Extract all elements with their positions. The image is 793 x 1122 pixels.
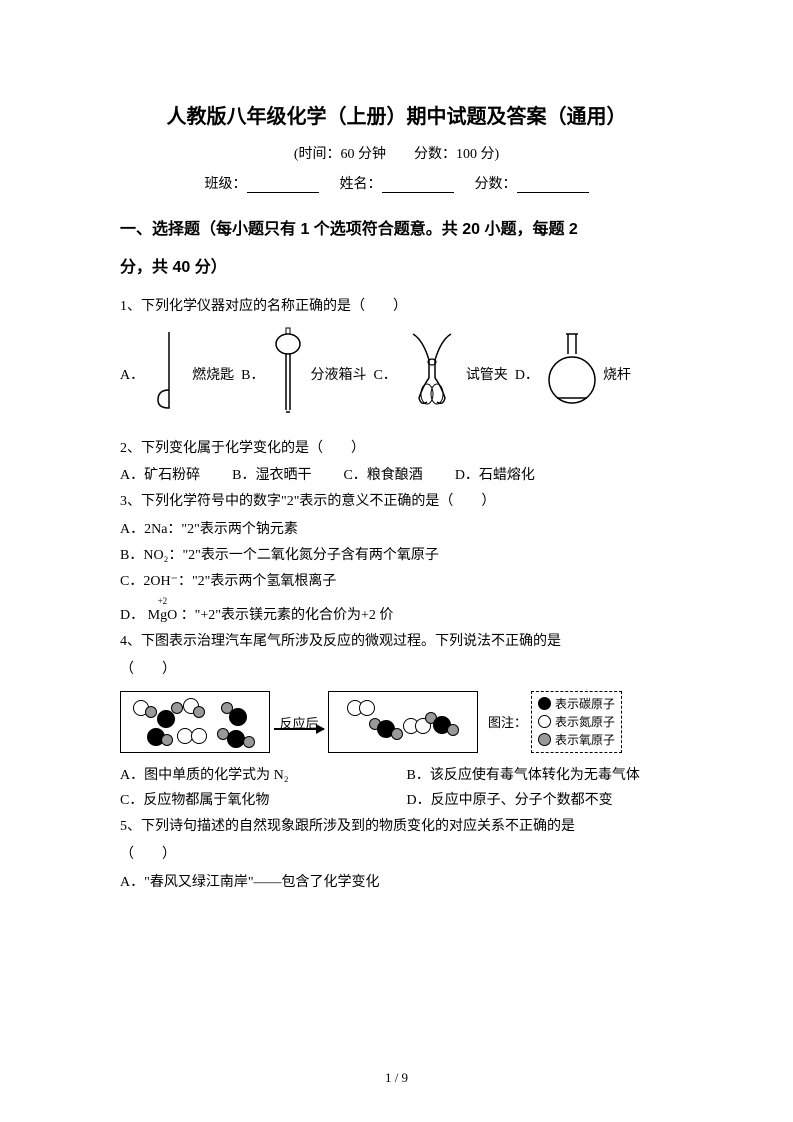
q4-line2: （ ） xyxy=(120,657,673,683)
atom-o xyxy=(391,728,403,740)
class-blank[interactable] xyxy=(247,177,319,193)
q4-opt-d[interactable]: D．反应中原子、分子个数都不变 xyxy=(407,788,674,814)
name-label: 姓名： xyxy=(340,177,382,192)
q1-options: A． 燃烧匙 B． 分液箱斗 C． xyxy=(120,326,673,426)
section-1-header: 一、选择题（每小题只有 1 个选项符合题意。共 20 小题，每题 2 分，共 4… xyxy=(120,211,673,288)
atom-c xyxy=(229,708,247,726)
arrow-line-icon xyxy=(274,728,324,730)
carbon-dot-icon xyxy=(538,697,551,710)
q2-opt-c[interactable]: C．粮食酿酒 xyxy=(343,463,422,489)
q1-text: 1、下列化学仪器对应的名称正确的是（ ） xyxy=(120,294,673,320)
separating-funnel-icon xyxy=(272,326,304,426)
legend-box: 表示碳原子 表示氮原子 表示氧原子 xyxy=(531,691,622,753)
atom-o xyxy=(161,734,173,746)
q3-d-pre: D． xyxy=(120,608,144,623)
legend-carbon: 表示碳原子 xyxy=(538,695,615,713)
q1-opt-b[interactable]: B． 分液箱斗 xyxy=(241,326,366,426)
crucible-tongs-icon xyxy=(405,330,460,422)
page-number: 1 / 9 xyxy=(0,1070,793,1086)
q4-opt-b[interactable]: B．该反应使有毒气体转化为无毒气体 xyxy=(407,763,674,789)
opt-c-label: 试管夹 xyxy=(466,363,508,389)
q2-opt-a[interactable]: A．矿石粉碎 xyxy=(120,463,200,489)
opt-a-letter: A． xyxy=(120,363,144,389)
oxygen-dot-icon xyxy=(538,733,551,746)
atom-o xyxy=(145,706,157,718)
atom-n xyxy=(359,700,375,716)
q3-opt-b[interactable]: B．NO₂："2"表示一个二氧化氮分子含有两个氧原子 xyxy=(120,543,673,569)
combustion-spoon-icon xyxy=(152,330,186,422)
nitrogen-dot-icon xyxy=(538,715,551,728)
q4-opt-a[interactable]: A．图中单质的化学式为 N₂ xyxy=(120,763,387,789)
section-1-line1: 一、选择题（每小题只有 1 个选项符合题意。共 20 小题，每题 2 xyxy=(120,221,578,238)
legend-label: 图注： xyxy=(488,712,527,731)
opt-c-letter: C． xyxy=(373,363,396,389)
q1-opt-a[interactable]: A． 燃烧匙 xyxy=(120,330,234,422)
q4-opt-c[interactable]: C．反应物都属于氧化物 xyxy=(120,788,387,814)
q5-opt-a[interactable]: A．"春风又绿江南岸"——包含了化学变化 xyxy=(120,870,673,896)
name-blank[interactable] xyxy=(382,177,454,193)
q3-d-mgo: MgO xyxy=(148,608,178,623)
section-1-line2: 分，共 40 分） xyxy=(120,259,227,276)
q2-text: 2、下列变化属于化学变化的是（ ） xyxy=(120,436,673,462)
q3-opt-c[interactable]: C．2OH⁻："2"表示两个氢氧根离子 xyxy=(120,569,673,595)
products-box xyxy=(328,691,478,753)
legend-c-text: 表示碳原子 xyxy=(555,695,615,713)
q1-opt-d[interactable]: D． 烧杆 xyxy=(515,330,631,422)
page-title: 人教版八年级化学（上册）期中试题及答案（通用） xyxy=(120,100,673,129)
opt-a-label: 燃烧匙 xyxy=(192,363,234,389)
legend-n-text: 表示氮原子 xyxy=(555,713,615,731)
q5-line2: （ ） xyxy=(120,842,673,868)
atom-n xyxy=(191,728,207,744)
opt-b-letter: B． xyxy=(241,363,264,389)
q3-d-post: ："+2"表示镁元素的化合价为+2 价 xyxy=(181,608,394,623)
q3-opt-a[interactable]: A．2Na："2"表示两个钠元素 xyxy=(120,517,673,543)
q4-options: A．图中单质的化学式为 N₂ B．该反应使有毒气体转化为无毒气体 C．反应物都属… xyxy=(120,763,673,815)
legend-o-text: 表示氧原子 xyxy=(555,731,615,749)
atom-o xyxy=(171,702,183,714)
student-info-row: 班级： 姓名： 分数： xyxy=(120,173,673,193)
atom-o xyxy=(447,724,459,736)
q2-options: A．矿石粉碎 B．湿衣晒干 C．粮食酿酒 D．石蜡熔化 xyxy=(120,463,673,489)
score-label: 分数： xyxy=(475,177,517,192)
opt-d-label: 烧杆 xyxy=(603,363,631,389)
q3-d-formula: +2 MgO xyxy=(148,595,178,629)
q4-line1: 4、下图表示治理汽车尾气所涉及反应的微观过程。下列说法不正确的是 xyxy=(120,629,673,655)
opt-d-letter: D． xyxy=(515,363,539,389)
legend-oxygen: 表示氧原子 xyxy=(538,731,615,749)
q3-opt-d[interactable]: D． +2 MgO ："+2"表示镁元素的化合价为+2 价 xyxy=(120,595,673,629)
q2-opt-d[interactable]: D．石蜡熔化 xyxy=(455,463,535,489)
class-label: 班级： xyxy=(205,177,247,192)
score-blank[interactable] xyxy=(517,177,589,193)
flask-icon xyxy=(547,330,597,422)
q5-line1: 5、下列诗句描述的自然现象跟所涉及到的物质变化的对应关系不正确的是 xyxy=(120,814,673,840)
q4-diagram: 反应后 图注： 表示碳原子 表示氮原子 表示氧原子 xyxy=(120,691,673,753)
opt-b-label: 分液箱斗 xyxy=(310,363,366,389)
q3-text: 3、下列化学符号中的数字"2"表示的意义不正确的是（ ） xyxy=(120,489,673,515)
reaction-arrow: 反应后 xyxy=(274,713,324,730)
atom-c xyxy=(227,730,245,748)
exam-subtitle: (时间：60 分钟 分数：100 分) xyxy=(120,143,673,163)
atom-o xyxy=(243,736,255,748)
q3-d-sup: +2 xyxy=(148,593,178,610)
q2-opt-b[interactable]: B．湿衣晒干 xyxy=(232,463,311,489)
q1-opt-c[interactable]: C． 试管夹 xyxy=(373,330,507,422)
atom-o xyxy=(193,706,205,718)
legend-nitrogen: 表示氮原子 xyxy=(538,713,615,731)
reactants-box xyxy=(120,691,270,753)
